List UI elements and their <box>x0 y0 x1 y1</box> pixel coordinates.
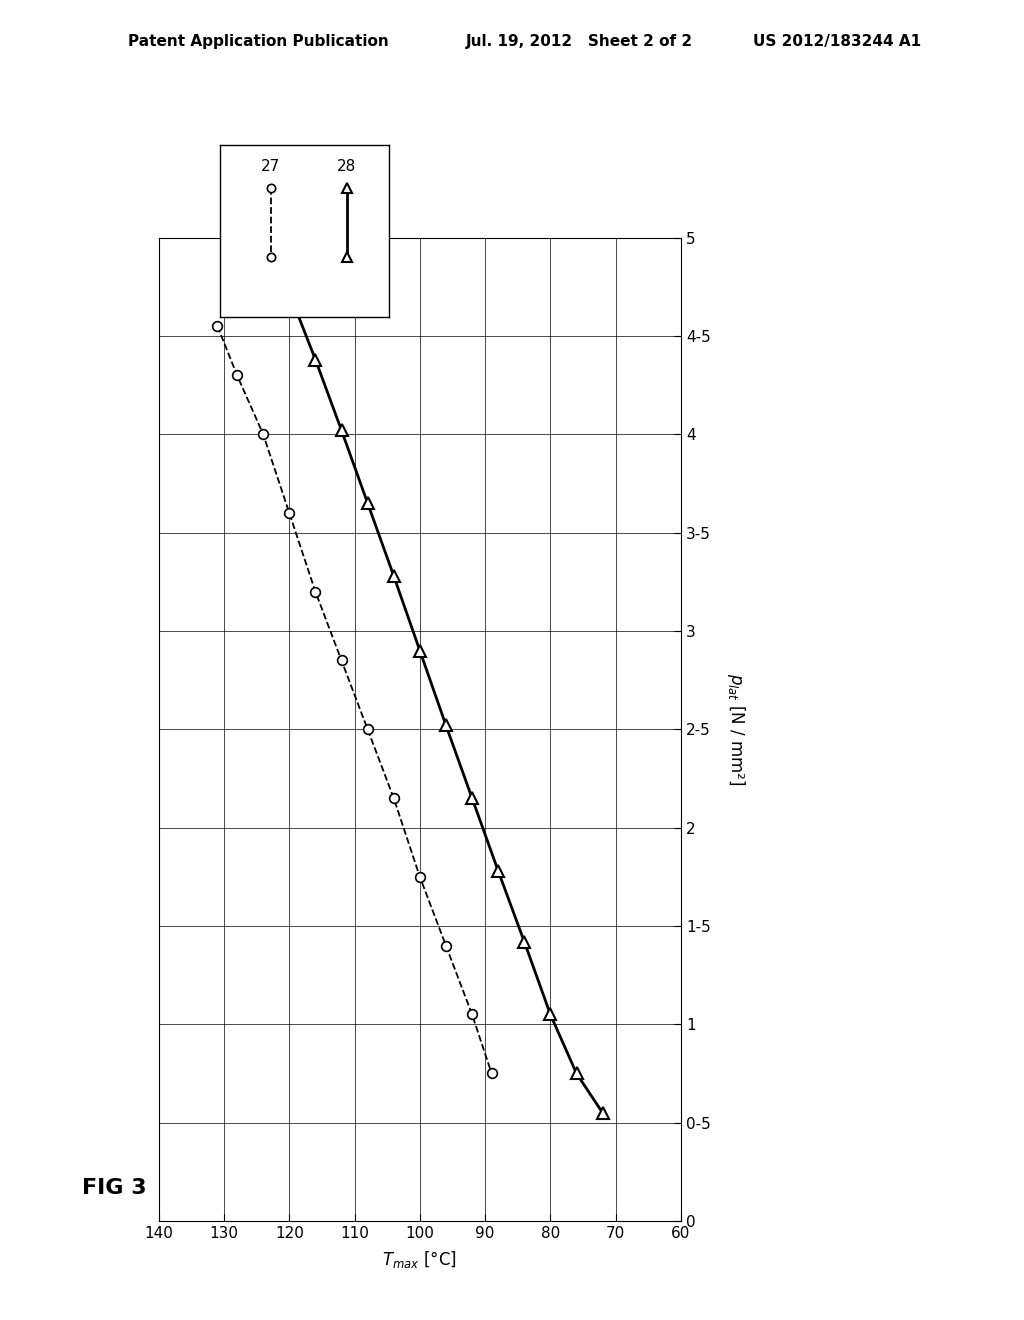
Y-axis label: $p_{lat}$ [N / mm²]: $p_{lat}$ [N / mm²] <box>725 673 746 785</box>
X-axis label: $T_{max}$ [°C]: $T_{max}$ [°C] <box>382 1249 458 1270</box>
Text: US 2012/183244 A1: US 2012/183244 A1 <box>753 34 921 49</box>
Text: FIG 3: FIG 3 <box>82 1177 146 1199</box>
Text: 27: 27 <box>261 158 281 174</box>
Text: Jul. 19, 2012   Sheet 2 of 2: Jul. 19, 2012 Sheet 2 of 2 <box>466 34 693 49</box>
Text: 28: 28 <box>337 158 356 174</box>
Text: Patent Application Publication: Patent Application Publication <box>128 34 389 49</box>
